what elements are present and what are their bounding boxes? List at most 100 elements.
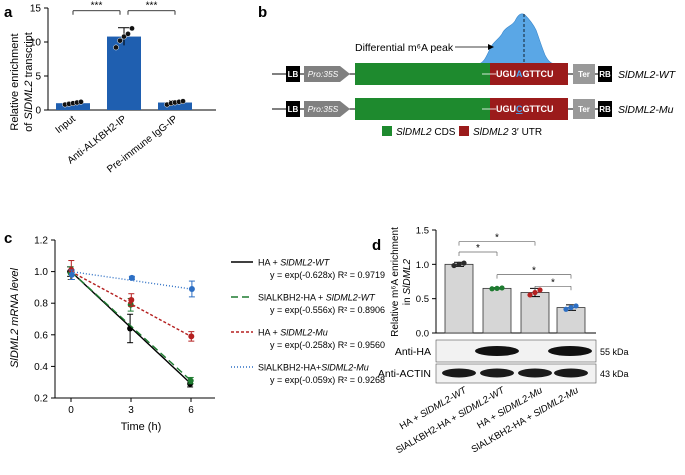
- svg-text:in SlDML2: in SlDML2: [402, 259, 413, 306]
- chart-d-sig: *: [551, 277, 555, 288]
- chart-a-ytick-label: 5: [35, 72, 41, 83]
- legend-cds-swatch: [382, 126, 392, 136]
- chart-c-point: [187, 377, 194, 384]
- cds-box: [355, 63, 490, 85]
- promoter-arrow: [304, 101, 350, 117]
- actin-band-lane2: [480, 368, 514, 378]
- chart-d-sig: *: [476, 243, 480, 254]
- svg-text:Ter: Ter: [578, 70, 590, 79]
- chart-c-fit-line: [70, 270, 192, 338]
- chart-a-sig: ***: [91, 1, 103, 12]
- chart-c-point: [188, 285, 195, 292]
- chart-a-ytick-label: 10: [30, 38, 42, 49]
- rb-box: [598, 66, 612, 82]
- chart-c-legend-label: SlALKBH2-HA + SlDML2-WT: [258, 293, 376, 303]
- svg-text:RB: RB: [599, 70, 611, 79]
- svg-text:Ter: Ter: [578, 105, 590, 114]
- chart-c-ytick-label: 0.4: [34, 362, 48, 373]
- chart-c-xtick-label: 0: [68, 405, 74, 416]
- ha-band-lane2: [475, 346, 519, 356]
- chart-d-bar: [520, 292, 550, 334]
- chart-c-ytick-label: 0.2: [34, 394, 48, 405]
- svg-text:Pro:35S: Pro:35S: [308, 104, 339, 114]
- legend-cds: SlDML2 CDS: [396, 127, 456, 138]
- promoter-arrow: [304, 66, 350, 82]
- chart-a-point: [117, 37, 123, 44]
- chart-a-ylabel-1: Relative enrichment: [9, 33, 21, 130]
- chart-a-point: [180, 98, 186, 105]
- svg-text:LB: LB: [288, 105, 299, 114]
- chart-d-point: [489, 286, 495, 292]
- chart-c-point: [188, 333, 195, 340]
- chart-a-ytick-label: 15: [30, 4, 42, 15]
- blot-actin: [435, 363, 597, 384]
- chart-c-axes: 0.2 0.4 0.6 0.8 1.0 1.2 0 3 6: [34, 236, 215, 416]
- chart-d-sig: *: [532, 266, 536, 277]
- chart-c-legend-equation: y = exp(-0.556x) R² = 0.8906: [270, 305, 385, 315]
- chart-d-point: [527, 292, 533, 298]
- actin-band-lane4: [554, 368, 588, 378]
- svg-text:UGUAGTTCU: UGUAGTTCU: [496, 69, 554, 79]
- blot-ha-size: 55 kDa: [600, 347, 629, 357]
- chart-d-point: [532, 289, 538, 296]
- chart-c-point: [128, 297, 135, 304]
- chart-a-point: [129, 25, 135, 32]
- utr-box: [490, 63, 568, 85]
- ter-box: [573, 99, 595, 119]
- ha-band-lane4: [548, 346, 592, 356]
- chart-c-legend-equation: y = exp(-0.628x) R² = 0.9719: [270, 270, 385, 280]
- actin-band-lane3: [518, 368, 552, 378]
- chart-c-xtick-label: 3: [128, 405, 134, 416]
- panel-label-a: a: [4, 4, 13, 21]
- wt-label: SlDML2-WT: [618, 69, 677, 81]
- chart-c-legend-equation: y = exp(-0.258x) R² = 0.9560: [270, 340, 385, 350]
- chart-c-legend-equation: y = exp(-0.059x) R² = 0.9268: [270, 375, 385, 385]
- lb-box: [286, 101, 300, 117]
- chart-c-fit-line: [70, 271, 192, 382]
- legend-utr: SlDML2 3′ UTR: [473, 127, 542, 138]
- svg-text:of SlDML2 transcript: of SlDML2 transcript: [23, 32, 35, 132]
- construct-mu: LB Pro:35S UGUCGTTCU Ter RB SlDML2-Mu: [272, 98, 674, 120]
- blot-ha-label: Anti-HA: [395, 346, 431, 358]
- chart-c-legend-label: SlALKBH2-HA+SlDML2-Mu: [258, 363, 369, 373]
- chart-c-xlabel: Time (h): [121, 421, 162, 433]
- svg-text:RB: RB: [599, 105, 611, 114]
- chart-a-point: [113, 44, 119, 51]
- cds-box: [355, 98, 490, 120]
- chart-a-bar: [158, 102, 192, 110]
- chart-a-sig: ***: [146, 1, 158, 12]
- chart-a-ylabel-gene: SlDML2: [23, 80, 35, 119]
- chart-c-legend-label: HA + SlDML2-WT: [258, 258, 331, 268]
- panel-label-c: c: [4, 230, 12, 247]
- chart-c-legend-label: HA + SlDML2-Mu: [258, 328, 328, 338]
- chart-d-point: [568, 304, 574, 311]
- chart-d: Relative m⁶A enrichment in SlDML2 0.0 0.5…: [378, 226, 629, 457]
- svg-text:LB: LB: [288, 70, 299, 79]
- chart-d-point: [499, 285, 505, 291]
- chart-d-point: [494, 285, 500, 291]
- blot-actin-label: Anti-ACTIN: [378, 368, 431, 380]
- chart-c-point: [68, 271, 75, 278]
- chart-a-point: [78, 98, 84, 105]
- chart-d-ytick-label: 0.5: [416, 294, 429, 305]
- chart-c-ytick-label: 1.2: [34, 236, 48, 247]
- blot-actin-size: 43 kDa: [600, 369, 629, 379]
- chart-d-bar: [556, 307, 586, 334]
- chart-d-ytick-label: 0.0: [416, 329, 429, 340]
- chart-c: SlDML2 mRNA level Time (h) 0.2 0.4 0.6 0.8 1…: [9, 236, 385, 434]
- chart-a-bar: [107, 36, 141, 111]
- chart-d-point: [573, 303, 579, 309]
- chart-d-ytick-label: 1.5: [416, 226, 429, 237]
- svg-text:SlDML2 mRNA level: SlDML2 mRNA level: [9, 268, 21, 368]
- svg-text:UGUCGTTCU: UGUCGTTCU: [496, 104, 554, 114]
- actin-band-lane1: [442, 368, 476, 378]
- chart-d-sig: *: [495, 233, 499, 244]
- m6a-peak: [477, 13, 557, 65]
- construct-wt: LB Pro:35S UGUAGTTCU Ter RB SlDML2-WT: [272, 63, 677, 85]
- chart-a: Relative enrichment of SlDML2 transcript…: [9, 1, 216, 175]
- chart-c-ylabel: SlDML2 mRNA level: [9, 268, 21, 368]
- chart-d-bar: [444, 263, 474, 334]
- chart-a-bar: [56, 103, 90, 110]
- chart-a-point: [121, 33, 127, 40]
- chart-c-point: [128, 274, 135, 281]
